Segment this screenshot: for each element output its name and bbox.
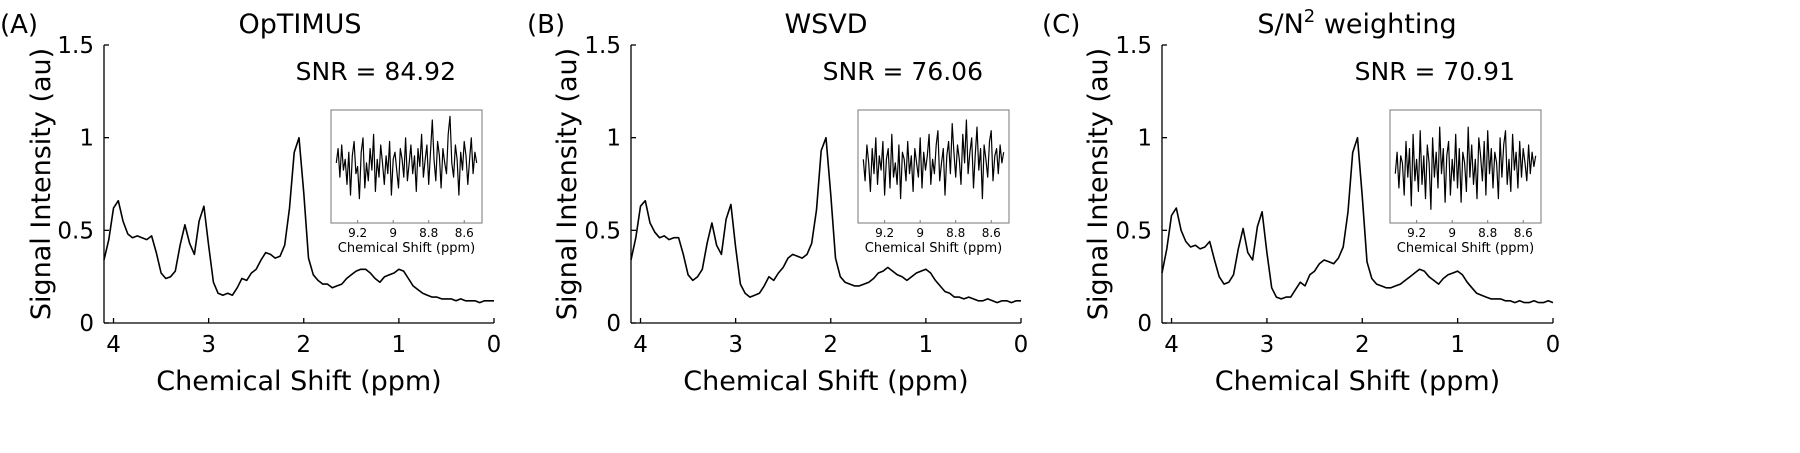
x-tick-label: 3 (201, 332, 216, 358)
panel-label: (C) (1042, 10, 1080, 40)
y-axis-label: Signal Intensity (au) (552, 48, 583, 320)
chart-title: S/N2 weighting (1257, 6, 1456, 40)
x-tick-label: 0 (487, 332, 502, 358)
x-tick-label: 1 (919, 332, 934, 358)
y-tick-label: 0 (79, 311, 94, 337)
inset-x-axis-label: Chemical Shift (ppm) (338, 241, 475, 256)
y-tick-label: 1.5 (584, 33, 621, 59)
x-tick-label: 2 (1355, 332, 1370, 358)
x-axis-label: Chemical Shift (ppm) (156, 366, 441, 397)
inset-noise-line (335, 115, 478, 200)
inset-x-tick-label: 9 (389, 226, 397, 240)
y-tick-label: 1 (1137, 126, 1152, 152)
x-tick-label: 1 (392, 332, 407, 358)
y-tick-label: 1 (606, 126, 621, 152)
chart-title: OpTIMUS (238, 9, 361, 40)
panel-label: (B) (527, 10, 565, 40)
panel-c: (C) S/N2 weighting 0 0.5 1 1.5 4 3 2 1 0 Chemical S… (1042, 6, 1560, 397)
x-tick-label: 3 (728, 332, 743, 358)
inset-x-tick-label: 8.8 (1478, 226, 1497, 240)
panel-b: (B) WSVD 0 0.5 1 1.5 4 3 2 1 0 Chemical Shift (ppm)… (527, 9, 1028, 397)
y-tick-label: 0 (1137, 311, 1152, 337)
inset-x-tick-label: 9 (916, 226, 924, 240)
inset-x-axis-label: Chemical Shift (ppm) (1397, 241, 1534, 256)
y-tick-label: 1.5 (1115, 33, 1152, 59)
inset-x-tick-label: 9 (1448, 226, 1456, 240)
y-tick-label: 0.5 (584, 218, 621, 244)
inset-x-tick-label: 8.6 (1514, 226, 1533, 240)
panel-label: (A) (0, 10, 38, 40)
y-tick-label: 0.5 (57, 218, 94, 244)
x-tick-label: 3 (1260, 332, 1275, 358)
inset-x-tick-label: 8.6 (982, 226, 1001, 240)
x-tick-label: 4 (633, 332, 648, 358)
y-axis-label: Signal Intensity (au) (26, 48, 57, 320)
x-tick-label: 4 (106, 332, 121, 358)
x-tick-label: 2 (823, 332, 838, 358)
inset-frame (1389, 109, 1542, 224)
panel-a: (A) OpTIMUS 0 0.5 1 1.5 4 3 2 1 0 Chemical Shift (p… (0, 9, 501, 397)
spectrum-line (103, 136, 494, 304)
y-tick-label: 0 (606, 311, 621, 337)
spectrum-line (630, 136, 1021, 304)
y-tick-label: 1 (79, 126, 94, 152)
y-tick-label: 1.5 (57, 33, 94, 59)
y-tick-label: 0.5 (1115, 218, 1152, 244)
snr-annotation: SNR = 70.91 (1355, 57, 1515, 86)
chart-title: WSVD (784, 9, 867, 40)
x-tick-label: 0 (1014, 332, 1029, 358)
x-tick-label: 1 (1450, 332, 1465, 358)
x-tick-label: 4 (1164, 332, 1179, 358)
y-axis-label: Signal Intensity (au) (1083, 48, 1114, 320)
inset-x-tick-label: 8.6 (455, 226, 474, 240)
inset-x-axis-label: Chemical Shift (ppm) (865, 241, 1002, 256)
x-tick-label: 0 (1546, 332, 1561, 358)
snr-annotation: SNR = 84.92 (296, 57, 456, 86)
x-axis-label: Chemical Shift (ppm) (1215, 366, 1500, 397)
inset-noise-line (1394, 126, 1537, 210)
inset-x-tick-label: 8.8 (946, 226, 965, 240)
x-axis-label: Chemical Shift (ppm) (683, 366, 968, 397)
spectrum-line (1161, 136, 1554, 304)
inset-x-tick-label: 9.2 (1407, 226, 1426, 240)
inset-x-tick-label: 8.8 (419, 226, 438, 240)
inset-x-tick-label: 9.2 (875, 226, 894, 240)
snr-annotation: SNR = 76.06 (823, 57, 983, 86)
x-tick-label: 2 (296, 332, 311, 358)
inset-noise-line (862, 119, 1005, 200)
inset-x-tick-label: 9.2 (348, 226, 367, 240)
